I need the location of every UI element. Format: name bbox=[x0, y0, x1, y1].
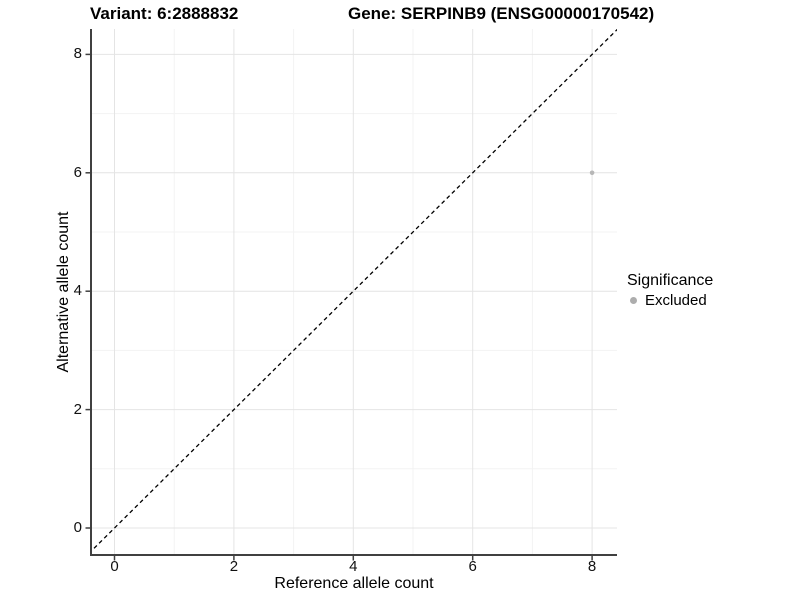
plot-title-gene: Gene: SERPINB9 (ENSG00000170542) bbox=[348, 4, 655, 23]
legend: Significance Excluded bbox=[627, 271, 713, 309]
y-tick-label: 4 bbox=[73, 282, 82, 300]
data-point bbox=[589, 170, 595, 176]
legend-title: Significance bbox=[627, 272, 714, 289]
x-tick-label: 6 bbox=[468, 558, 477, 575]
y-tick-label: 6 bbox=[73, 163, 82, 181]
x-axis-title: Reference allele count bbox=[274, 575, 434, 592]
x-tick-label: 8 bbox=[587, 558, 597, 575]
legend-item-label: Excluded bbox=[645, 292, 707, 309]
x-tick-label: 4 bbox=[349, 558, 358, 575]
x-tick-label: 0 bbox=[110, 558, 119, 575]
legend-point-swatch-icon bbox=[630, 297, 637, 304]
identity-line bbox=[91, 29, 617, 553]
plot-title-variant: Variant: 6:2888832 bbox=[90, 4, 239, 23]
y-tick-label: 0 bbox=[73, 519, 82, 536]
legend-item-excluded: Excluded bbox=[627, 292, 713, 309]
y-tick-label: 8 bbox=[73, 45, 82, 63]
x-tick-label: 2 bbox=[229, 558, 239, 575]
y-tick-label: 2 bbox=[73, 400, 82, 418]
